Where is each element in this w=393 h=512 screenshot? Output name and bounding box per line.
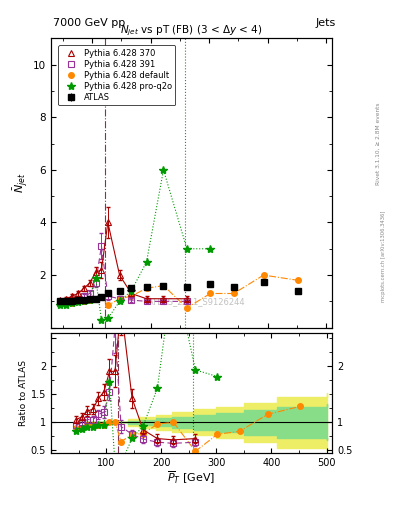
- Pythia 6.428 pro-q2o: [99, 317, 104, 323]
- Pythia 6.428 default: [99, 294, 104, 301]
- Pythia 6.428 391: [117, 296, 122, 302]
- Pythia 6.428 370: [87, 280, 92, 286]
- Pythia 6.428 pro-q2o: [76, 299, 81, 305]
- Pythia 6.428 370: [105, 220, 110, 226]
- Pythia 6.428 391: [64, 298, 69, 305]
- Pythia 6.428 370: [76, 290, 81, 296]
- Pythia 6.428 391: [105, 293, 110, 299]
- Pythia 6.428 pro-q2o: [144, 259, 149, 265]
- Pythia 6.428 default: [129, 293, 134, 299]
- Pythia 6.428 default: [70, 300, 75, 306]
- Pythia 6.428 391: [87, 290, 92, 296]
- Pythia 6.428 370: [117, 272, 122, 278]
- Pythia 6.428 370: [70, 293, 75, 299]
- Pythia 6.428 default: [117, 296, 122, 302]
- Text: mcplots.cern.ch [arXiv:1306.3436]: mcplots.cern.ch [arXiv:1306.3436]: [381, 210, 386, 302]
- Pythia 6.428 default: [105, 302, 110, 308]
- Pythia 6.428 default: [161, 283, 166, 289]
- Pythia 6.428 pro-q2o: [129, 288, 134, 294]
- Pythia 6.428 pro-q2o: [58, 302, 63, 308]
- Pythia 6.428 default: [76, 298, 81, 305]
- Pythia 6.428 default: [93, 296, 98, 302]
- Pythia 6.428 370: [81, 285, 86, 291]
- Pythia 6.428 default: [144, 285, 149, 291]
- Pythia 6.428 370: [93, 269, 98, 275]
- Pythia 6.428 391: [99, 243, 104, 249]
- Line: Pythia 6.428 391: Pythia 6.428 391: [58, 243, 190, 306]
- Text: 7000 GeV pp: 7000 GeV pp: [53, 18, 125, 28]
- Y-axis label: Ratio to ATLAS: Ratio to ATLAS: [19, 360, 28, 426]
- Legend: Pythia 6.428 370, Pythia 6.428 391, Pythia 6.428 default, Pythia 6.428 pro-q2o, : Pythia 6.428 370, Pythia 6.428 391, Pyth…: [58, 46, 175, 105]
- Pythia 6.428 391: [144, 298, 149, 305]
- Pythia 6.428 370: [161, 296, 166, 302]
- Pythia 6.428 pro-q2o: [185, 246, 189, 252]
- Pythia 6.428 default: [296, 278, 301, 284]
- X-axis label: $\overline{P}_T$ [GeV]: $\overline{P}_T$ [GeV]: [167, 470, 216, 486]
- Pythia 6.428 370: [185, 296, 189, 302]
- Y-axis label: $\bar{N}_{jet}$: $\bar{N}_{jet}$: [12, 173, 30, 194]
- Pythia 6.428 default: [208, 290, 213, 296]
- Pythia 6.428 default: [81, 298, 86, 305]
- Title: $N_{jet}$ vs pT (FB) (3 < $\Delta y$ < 4): $N_{jet}$ vs pT (FB) (3 < $\Delta y$ < 4…: [120, 24, 263, 38]
- Pythia 6.428 default: [231, 290, 236, 296]
- Text: Jets: Jets: [316, 18, 336, 28]
- Pythia 6.428 391: [93, 280, 98, 286]
- Pythia 6.428 370: [99, 267, 104, 273]
- Line: Pythia 6.428 default: Pythia 6.428 default: [58, 272, 301, 311]
- Pythia 6.428 pro-q2o: [70, 301, 75, 307]
- Pythia 6.428 391: [70, 297, 75, 303]
- Pythia 6.428 pro-q2o: [87, 297, 92, 303]
- Pythia 6.428 default: [64, 301, 69, 307]
- Line: Pythia 6.428 370: Pythia 6.428 370: [57, 219, 190, 304]
- Pythia 6.428 default: [58, 301, 63, 307]
- Pythia 6.428 391: [129, 297, 134, 303]
- Pythia 6.428 370: [144, 296, 149, 302]
- Text: Rivet 3.1.10, ≥ 2.8M events: Rivet 3.1.10, ≥ 2.8M events: [376, 102, 380, 185]
- Pythia 6.428 default: [87, 297, 92, 303]
- Pythia 6.428 370: [58, 297, 63, 303]
- Pythia 6.428 pro-q2o: [161, 167, 166, 173]
- Pythia 6.428 pro-q2o: [93, 274, 98, 281]
- Pythia 6.428 391: [81, 293, 86, 299]
- Pythia 6.428 pro-q2o: [117, 298, 122, 305]
- Pythia 6.428 391: [161, 298, 166, 305]
- Pythia 6.428 370: [129, 290, 134, 296]
- Pythia 6.428 391: [76, 296, 81, 302]
- Pythia 6.428 pro-q2o: [105, 315, 110, 322]
- Pythia 6.428 pro-q2o: [208, 246, 213, 252]
- Pythia 6.428 default: [185, 305, 189, 311]
- Pythia 6.428 391: [185, 298, 189, 305]
- Pythia 6.428 pro-q2o: [81, 298, 86, 305]
- Pythia 6.428 391: [58, 300, 63, 306]
- Text: ATLAS_2011_S9126244: ATLAS_2011_S9126244: [149, 297, 246, 306]
- Line: Pythia 6.428 pro-q2o: Pythia 6.428 pro-q2o: [56, 166, 215, 324]
- Pythia 6.428 pro-q2o: [64, 302, 69, 308]
- Pythia 6.428 370: [64, 296, 69, 302]
- Pythia 6.428 default: [261, 272, 266, 278]
